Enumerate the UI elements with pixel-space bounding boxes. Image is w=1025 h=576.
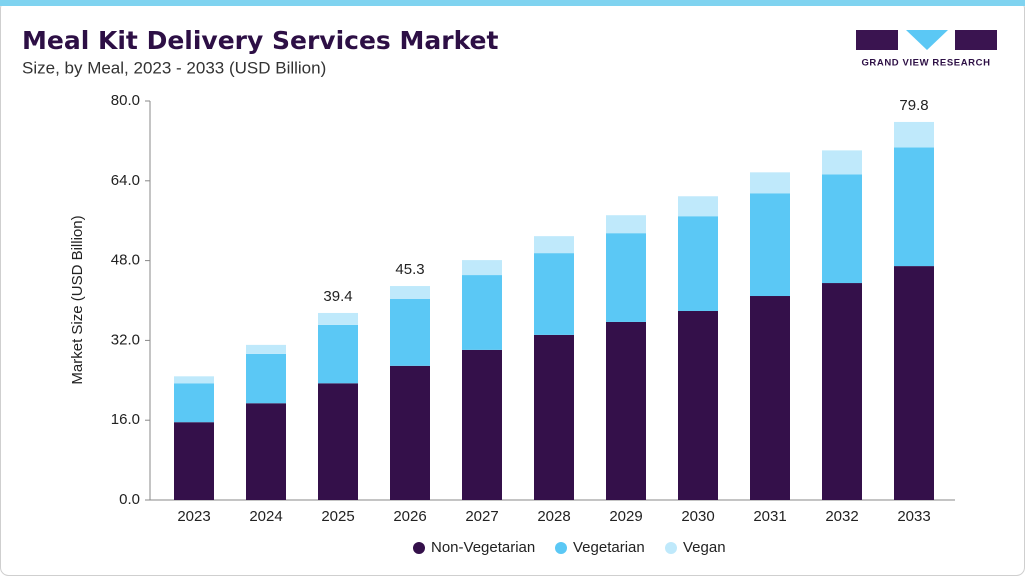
total-label: 39.4 [323,288,352,305]
legend-label: Vegan [683,539,726,556]
legend-label: Vegetarian [573,539,645,556]
bar-segment [246,344,286,354]
bar-segment [318,383,358,500]
y-tick-label: 0.0 [119,491,140,508]
x-tick-label: 2025 [321,508,354,525]
x-tick-label: 2026 [393,508,426,525]
bar-segment [894,266,934,500]
bar-segment [246,403,286,500]
y-axis-title: Market Size (USD Billion) [69,215,86,384]
bar-segment [678,216,718,311]
bar-segment [822,174,862,284]
logo-text: GRAND VIEW RESEARCH [861,58,990,69]
x-tick-label: 2031 [753,508,786,525]
bar-segment [822,283,862,500]
bar-segment [678,310,718,500]
logo-block [856,30,898,50]
logo-triangle [906,30,948,50]
bar-segment [174,376,214,384]
legend-label: Non-Vegetarian [431,539,535,556]
top-band [0,0,1025,6]
bar-segment [174,422,214,500]
x-tick-label: 2023 [177,508,210,525]
y-tick-label: 32.0 [111,331,140,348]
bar-segment [606,321,646,500]
y-tick-label: 16.0 [111,411,140,428]
chart-subtitle: Size, by Meal, 2023 - 2033 (USD Billion) [22,58,326,77]
bar-segment [390,299,430,366]
logo-block [955,30,997,50]
bar-segment [174,383,214,423]
x-tick-label: 2027 [465,508,498,525]
bar-segment [318,324,358,384]
bar-segment [534,334,574,500]
bar-segment [390,286,430,300]
y-tick-label: 80.0 [111,92,140,109]
bar-segment [606,215,646,234]
x-tick-label: 2030 [681,508,714,525]
bar-segment [462,260,502,276]
x-tick-label: 2033 [897,508,930,525]
bar-segment [246,353,286,404]
bar-segment [462,275,502,350]
bar-segment [894,147,934,267]
bar-segment [534,236,574,254]
y-tick-label: 64.0 [111,172,140,189]
bar-segment [750,193,790,297]
total-label: 45.3 [395,261,424,278]
bar-segment [750,296,790,500]
x-tick-label: 2028 [537,508,570,525]
x-tick-label: 2029 [609,508,642,525]
total-label: 79.8 [899,97,928,114]
bar-segment [750,172,790,194]
bar-segment [534,253,574,335]
bar-segment [822,150,862,175]
x-tick-label: 2024 [249,508,282,525]
bar-segment [318,312,358,325]
y-tick-label: 48.0 [111,252,140,269]
logo: GRAND VIEW RESEARCH [856,30,997,69]
x-tick-label: 2032 [825,508,858,525]
bar-segment [390,365,430,500]
legend-marker [665,542,677,554]
bar-segment [678,196,718,217]
legend-marker [413,542,425,554]
chart-title: Meal Kit Delivery Services Market [22,26,499,55]
legend-marker [555,542,567,554]
bar-segment [606,233,646,322]
bar-segment [894,121,934,148]
bar-segment [462,349,502,500]
